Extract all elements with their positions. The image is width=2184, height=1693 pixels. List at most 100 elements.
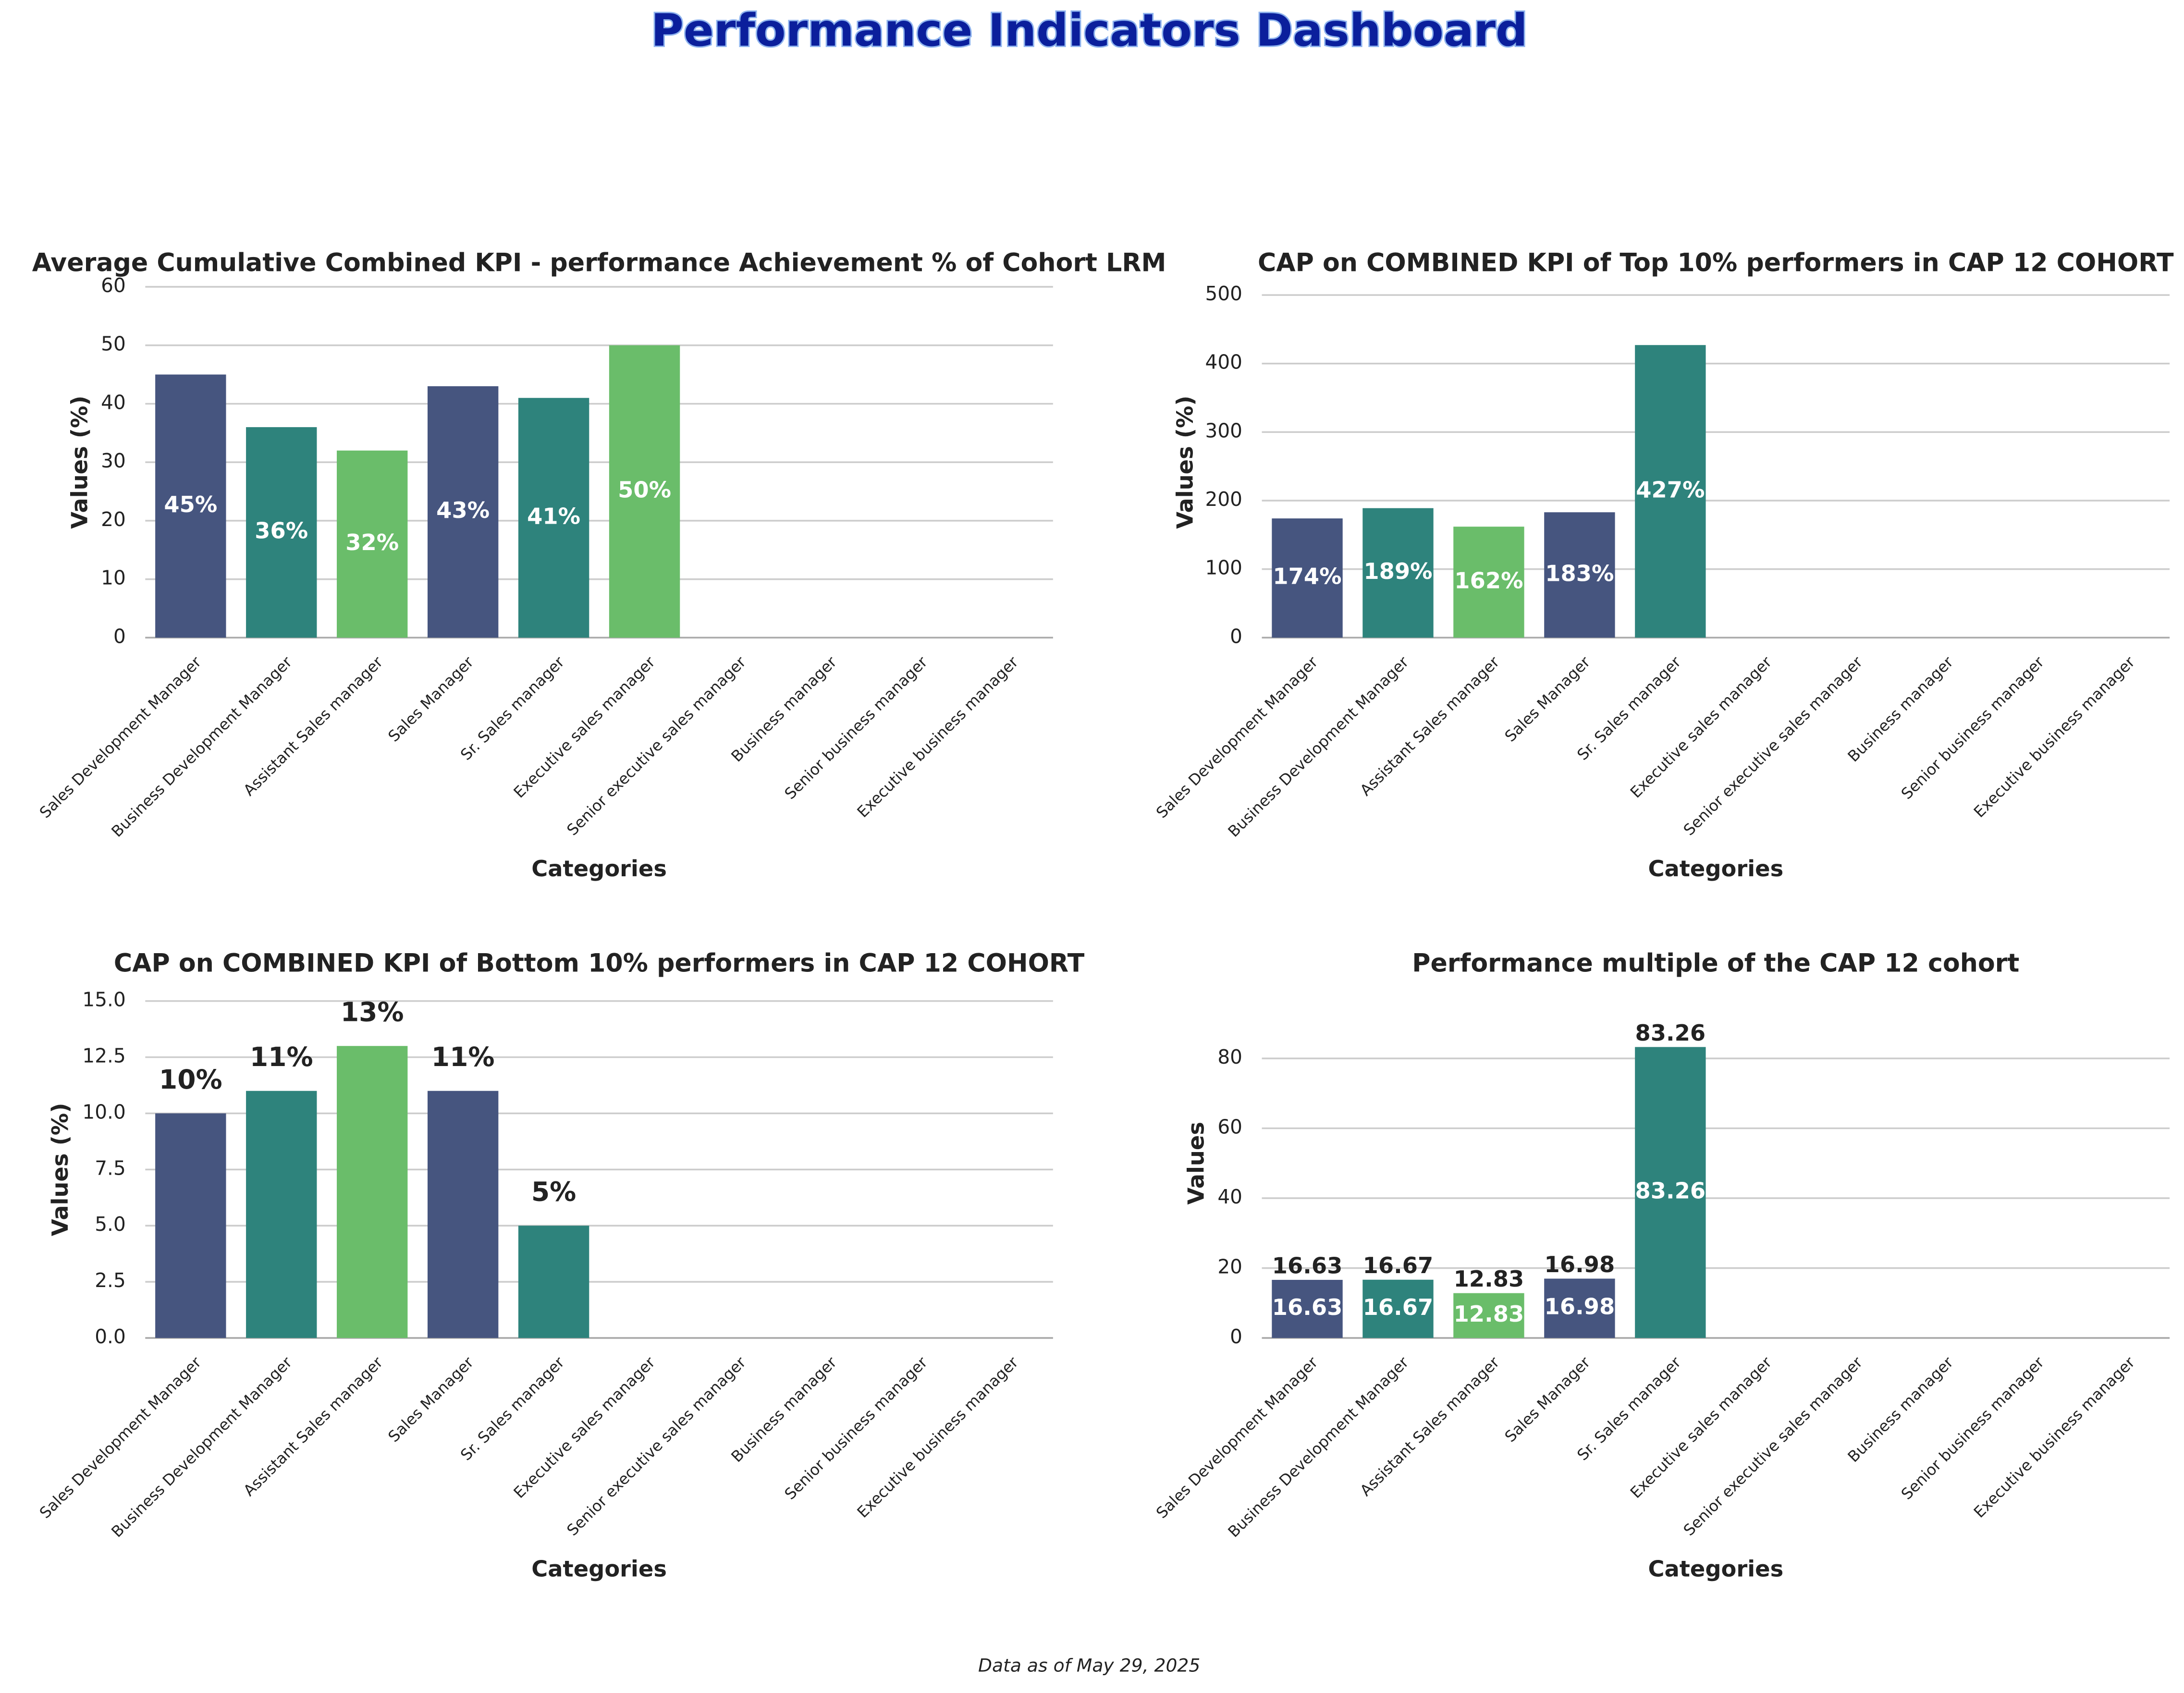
value-label: 43% [436,497,490,523]
value-label: 32% [345,529,399,555]
y-tick-label: 20 [1217,1255,1242,1278]
bar [1544,1278,1615,1338]
bar [337,450,408,638]
x-tick-label: Executive business manager [853,652,1022,821]
y-tick-label: 200 [1205,488,1242,511]
value-label: 11% [250,1042,313,1072]
x-tick-label: Business Development Manager [108,652,296,841]
value-label: 16.63 [1272,1252,1343,1278]
x-tick-label: Executive business manager [1970,652,2139,821]
value-label: 83.26 [1635,1178,1706,1204]
x-axis-label: Categories [531,1556,667,1582]
value-label: 13% [341,997,404,1028]
y-tick-label: 5.0 [95,1213,126,1236]
y-axis-label: Values (%) [1172,395,1198,529]
x-tick-label: Sales Development Manager [1153,1353,1322,1522]
x-axis-label: Categories [1648,856,1783,882]
value-label: 50% [618,477,671,503]
value-label: 36% [255,518,308,544]
y-axis-label: Values [1183,1122,1209,1205]
y-tick-label: 80 [1217,1045,1242,1068]
value-label: 12.83 [1454,1301,1524,1327]
value-label: 11% [431,1042,495,1072]
value-label: 12.83 [1454,1266,1524,1292]
bar [1272,518,1343,638]
value-label: 162% [1454,567,1523,593]
value-label: 5% [531,1177,576,1207]
y-tick-label: 12.5 [82,1044,125,1067]
y-tick-label: 2.5 [95,1269,126,1292]
y-tick-label: 40 [101,391,126,414]
value-label: 45% [164,491,217,517]
bar [1544,512,1615,638]
x-tick-label: Senior business manager [781,652,931,803]
y-axis-label: Values (%) [47,1103,73,1237]
bar [518,1226,589,1338]
y-axis-label: Values (%) [67,395,93,529]
value-label: 189% [1363,558,1432,584]
value-label: 83.26 [1635,1020,1706,1046]
value-label: 16.98 [1545,1251,1615,1277]
x-tick-label: Senior executive sales manager [563,1353,749,1539]
y-tick-label: 0 [1230,1325,1242,1348]
dashboard-title: Performance Indicators Dashboard [651,4,1527,56]
y-tick-label: 300 [1205,419,1242,442]
x-tick-label: Senior business manager [1898,652,2048,803]
x-axis-label: Categories [531,856,667,882]
bar [1272,1280,1343,1338]
x-tick-label: Business Development Manager [1224,1353,1412,1541]
y-tick-label: 60 [1217,1116,1242,1139]
bar [337,1046,408,1338]
value-label: 16.67 [1363,1252,1434,1278]
y-tick-label: 0 [113,625,126,648]
x-tick-label: Sales Development Manager [1153,652,1322,822]
value-label: 183% [1545,560,1614,586]
y-tick-label: 20 [101,508,126,531]
value-label: 41% [527,503,580,529]
bar [609,345,680,638]
bar [1635,1047,1706,1338]
footnote: Data as of May 29, 2025 [978,1655,1200,1676]
bar [518,398,589,638]
y-tick-label: 50 [101,332,126,356]
bar [155,374,226,638]
bar [427,386,499,638]
bar [427,1091,499,1338]
x-tick-label: Sales Development Manager [36,652,205,822]
x-tick-label: Senior business manager [1898,1353,2048,1503]
x-axis-label: Categories [1648,1556,1783,1582]
x-tick-label: Senior business manager [781,1353,931,1503]
value-label: 16.67 [1363,1294,1434,1320]
x-tick-label: Business Development Manager [1224,652,1412,841]
bar [1453,527,1524,638]
x-tick-label: Sales Manager [384,652,477,745]
bar [246,427,317,638]
y-tick-label: 400 [1205,351,1242,374]
bar [155,1113,226,1338]
value-label: 10% [159,1064,222,1095]
value-label: 174% [1273,564,1341,589]
y-tick-label: 15.0 [82,988,125,1011]
y-tick-label: 500 [1205,282,1242,305]
bar [246,1091,317,1338]
bar [1362,508,1434,638]
x-tick-label: Senior executive sales manager [1680,1353,1866,1539]
value-label: 427% [1636,477,1705,503]
y-tick-label: 60 [101,274,126,297]
y-tick-label: 10 [101,566,126,589]
bar [1453,1293,1524,1338]
x-tick-label: Sales Manager [1501,652,1594,745]
x-tick-label: Sales Manager [1501,1353,1594,1446]
y-tick-label: 0 [1230,625,1242,648]
x-tick-label: Executive business manager [1970,1353,2139,1521]
y-tick-label: 100 [1205,556,1242,579]
y-tick-label: 7.5 [95,1156,126,1179]
x-tick-label: Sales Development Manager [36,1353,205,1522]
bar [1635,345,1706,638]
x-tick-label: Senior executive sales manager [563,652,749,839]
bar [1362,1279,1434,1338]
x-tick-label: Sales Manager [384,1353,477,1446]
y-tick-label: 10.0 [82,1100,125,1123]
chart-title: CAP on COMBINED KPI of Bottom 10% perfor… [114,949,1085,978]
